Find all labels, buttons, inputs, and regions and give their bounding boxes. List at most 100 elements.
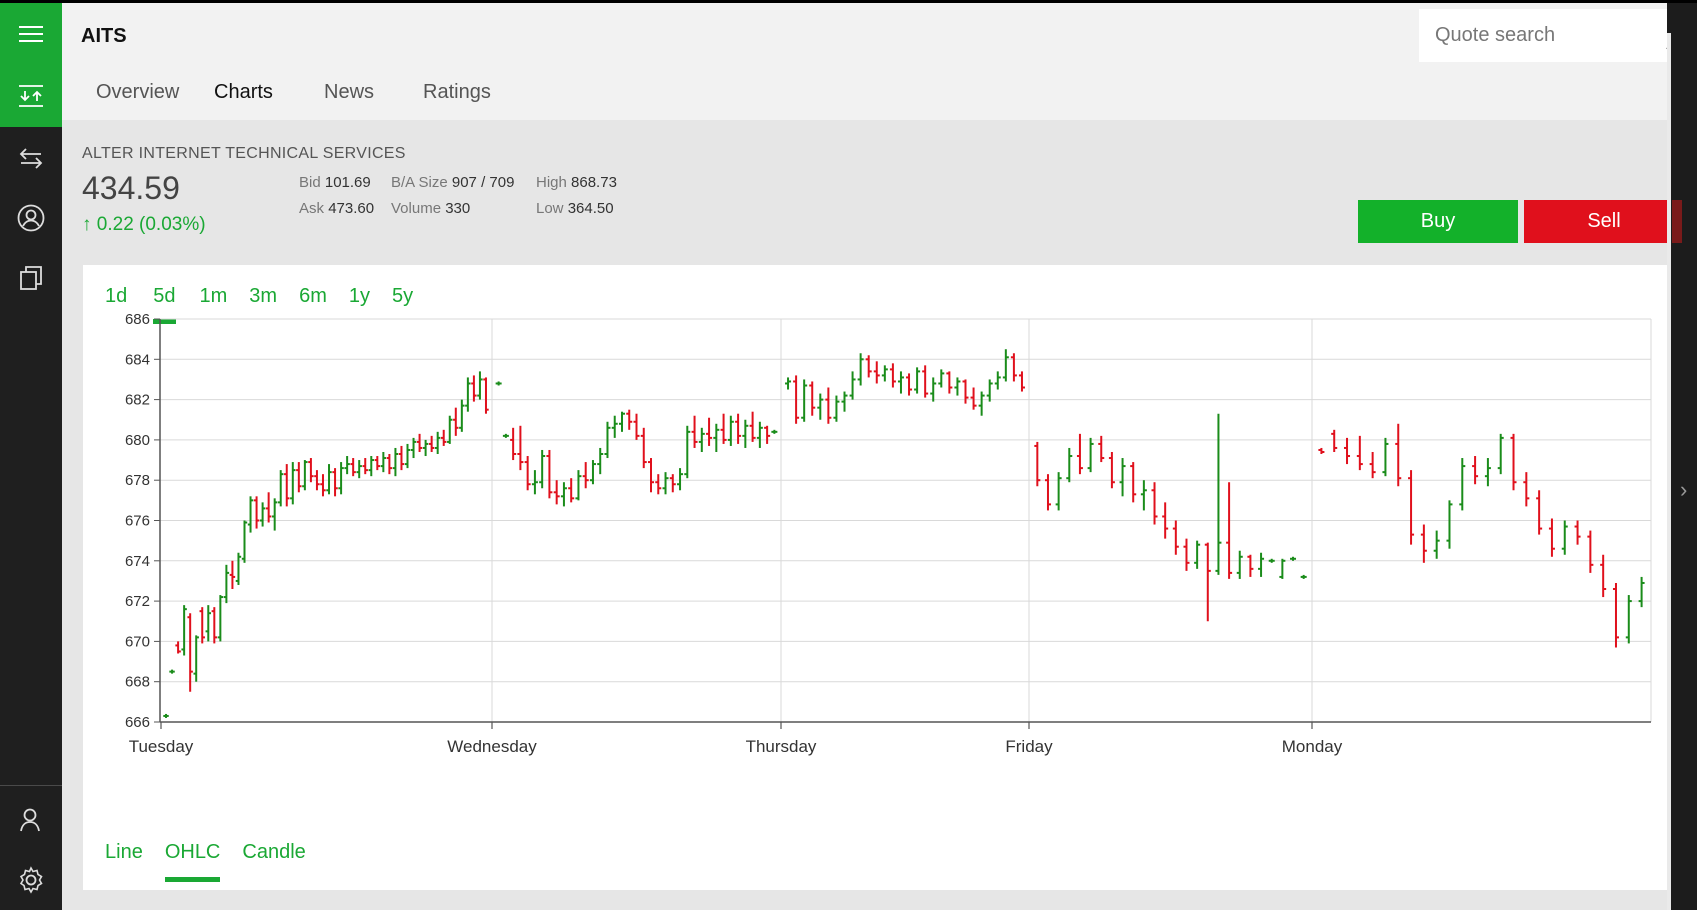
ohlc-bar xyxy=(881,365,888,382)
ohlc-bar xyxy=(278,470,284,507)
rail-divider xyxy=(0,785,62,786)
ohlc-bar xyxy=(946,371,953,394)
y-tick-label: 680 xyxy=(125,432,150,449)
tab-overview[interactable]: Overview xyxy=(96,81,180,103)
ohlc-bar xyxy=(247,496,254,533)
ohlc-bar xyxy=(386,454,393,475)
quote-search-box xyxy=(1419,9,1669,62)
ask-value: 473.60 xyxy=(328,200,375,217)
ohlc-bar xyxy=(698,427,705,452)
transfer-button[interactable] xyxy=(0,127,62,189)
profile-button[interactable] xyxy=(0,789,62,851)
ohlc-bar xyxy=(817,393,824,420)
y-tick-label: 672 xyxy=(125,593,150,610)
tab-charts[interactable]: Charts xyxy=(214,81,273,103)
ohlc-bar xyxy=(764,425,771,444)
ohlc-bar xyxy=(229,560,236,590)
bid-label: Bid xyxy=(299,174,321,191)
chevron-right-icon[interactable]: › xyxy=(1680,477,1688,502)
ohlc-bar xyxy=(471,375,477,402)
range-3m[interactable]: 3m xyxy=(249,285,278,307)
watchlist-button[interactable] xyxy=(0,65,62,127)
ohlc-bar xyxy=(669,474,676,493)
ohlc-bar xyxy=(1258,552,1265,577)
ohlc-bar xyxy=(1098,435,1105,463)
ba-size-label: B/A Size xyxy=(391,174,448,191)
header: AITS Overview Charts News Ratings xyxy=(62,3,1697,120)
ohlc-bar xyxy=(833,395,840,422)
y-tick-label: 674 xyxy=(125,553,150,570)
ohlc-bar xyxy=(1408,470,1415,545)
ohlc-bar xyxy=(1369,451,1376,479)
scrollbar[interactable] xyxy=(1667,3,1697,910)
ohlc-bar xyxy=(655,474,662,495)
ohlc-bar xyxy=(1215,413,1222,575)
ohlc-bar xyxy=(597,447,604,475)
ohlc-bar xyxy=(1162,502,1169,539)
range-5y[interactable]: 5y xyxy=(392,285,414,307)
ohlc-chart[interactable]: 666 668 670 672 674 676 678 680 682 684 686 Tuesday… xyxy=(83,265,1667,825)
quote-search-input[interactable] xyxy=(1419,9,1649,62)
ohlc-bar xyxy=(314,470,320,491)
range-1m[interactable]: 1m xyxy=(199,285,228,307)
low-label: Low xyxy=(536,200,564,217)
ohlc-bar xyxy=(187,613,193,692)
menu-button[interactable] xyxy=(0,3,62,65)
ohlc-bar xyxy=(1236,550,1243,579)
ohlc-bar xyxy=(510,427,517,461)
sell-button[interactable]: Sell xyxy=(1524,200,1684,243)
ohlc-bar xyxy=(1587,530,1594,573)
ohlc-bar xyxy=(1066,447,1073,483)
ohlc-bar xyxy=(793,375,800,424)
ohlc-bar xyxy=(320,474,326,497)
ohlc-bar xyxy=(265,492,272,523)
y-tick-label: 676 xyxy=(125,513,150,530)
ohlc-bar xyxy=(217,595,224,642)
app-window: AITS Overview Charts News Ratings ALTER … xyxy=(0,3,1697,910)
ohlc-bar xyxy=(350,458,356,477)
ohlc-bar xyxy=(640,427,647,469)
ohlc-bar xyxy=(970,387,977,410)
portfolio-button[interactable] xyxy=(0,247,62,309)
ohlc-bar xyxy=(398,445,405,471)
ohlc-bar xyxy=(742,419,749,448)
ba-size-value: 907 / 709 xyxy=(451,174,515,191)
ohlc-bar xyxy=(1194,540,1201,569)
ohlc-bar xyxy=(1600,554,1607,598)
tab-bar: Overview Charts News Ratings xyxy=(96,81,491,104)
settings-button[interactable] xyxy=(0,849,62,910)
buy-button[interactable]: Buy xyxy=(1358,200,1518,243)
ohlc-bar xyxy=(720,413,727,444)
mode-candle[interactable]: Candle xyxy=(242,841,306,863)
y-tick-label: 682 xyxy=(125,392,150,409)
price-change-value: 0.22 (0.03%) xyxy=(96,214,206,235)
ohlc-bar xyxy=(897,371,904,394)
tab-ratings[interactable]: Ratings xyxy=(423,81,491,103)
tab-news[interactable]: News xyxy=(324,81,375,103)
ohlc-bar xyxy=(604,421,611,459)
ohlc-bar xyxy=(374,456,381,471)
ohlc-bar xyxy=(404,443,411,469)
ohlc-bar xyxy=(954,377,961,396)
mode-line[interactable]: Line xyxy=(105,841,143,863)
ohlc-bar xyxy=(241,520,248,563)
range-1d[interactable]: 1d xyxy=(105,285,128,307)
ohlc-bar xyxy=(1382,437,1389,477)
ohlc-bar xyxy=(1472,456,1479,485)
ohlc-bar xyxy=(1108,451,1115,489)
range-6m[interactable]: 6m xyxy=(299,285,327,307)
ohlc-bar xyxy=(380,451,387,473)
range-5d[interactable]: 5d xyxy=(153,285,176,324)
scrollbar-thumb[interactable] xyxy=(1667,33,1671,910)
profile-icon xyxy=(20,808,40,832)
ohlc-bar xyxy=(434,431,441,455)
ohlc-bar xyxy=(1459,458,1466,511)
range-1y[interactable]: 1y xyxy=(348,285,371,307)
ohlc-bar xyxy=(785,377,792,390)
ohlc-bar xyxy=(483,377,489,414)
account-button[interactable] xyxy=(0,187,62,249)
ohlc-bar xyxy=(978,391,985,416)
mode-ohlc[interactable]: OHLC xyxy=(164,841,221,882)
ohlc-bar xyxy=(1574,520,1581,545)
ohlc-bar xyxy=(962,379,969,404)
